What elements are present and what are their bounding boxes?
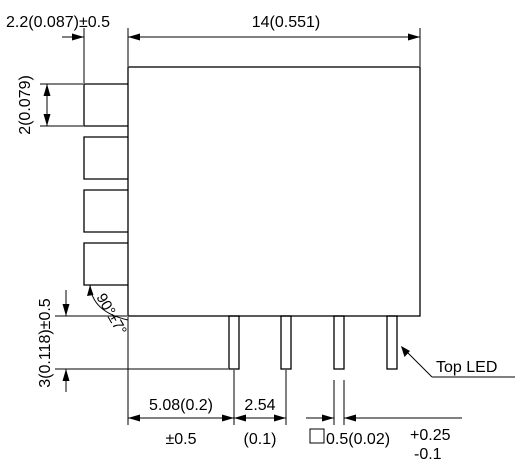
pitch-label: 2.54 xyxy=(244,397,275,414)
pitch-in-label: (0.1) xyxy=(244,431,277,448)
square-symbol xyxy=(309,428,325,444)
pin-1 xyxy=(228,315,240,370)
dim-pin-length: 3(0.118)±0.5 xyxy=(37,290,228,392)
side-pad-3 xyxy=(83,189,128,233)
pin-offset-label: 2.2(0.087)±0.5 xyxy=(6,14,110,31)
side-pad-2 xyxy=(83,136,128,180)
dim-pin-spacing: 5.08(0.2) ±0.5 xyxy=(127,317,235,448)
pin-size-tol-plus: +0.25 xyxy=(410,427,451,444)
side-pad-4 xyxy=(83,242,128,286)
top-led-callout: Top LED xyxy=(401,346,515,378)
pad-height-label: 2(0.079) xyxy=(17,75,34,135)
dim-pad-height: 2(0.079) xyxy=(17,75,83,135)
bottom-pins xyxy=(228,315,398,370)
pin-spacing-tol-label: ±0.5 xyxy=(165,431,196,448)
pin-length-label: 3(0.118)±0.5 xyxy=(37,298,54,388)
pin-size-label: 0.5(0.02) xyxy=(326,431,390,448)
angle-label: 90°±7° xyxy=(93,291,130,339)
dim-angle: 90°±7° xyxy=(87,284,130,339)
dim-pin-offset: 2.2(0.087)±0.5 xyxy=(6,14,129,83)
pin-3 xyxy=(333,315,345,370)
side-pad-1 xyxy=(83,83,128,127)
side-pads xyxy=(83,83,128,286)
pin-spacing-label: 5.08(0.2) xyxy=(149,397,213,414)
pin-size-tol-minus: -0.1 xyxy=(414,446,442,463)
dim-pin-size: 0.5(0.02) +0.25 -0.1 xyxy=(306,380,462,463)
body-width-label: 14(0.551) xyxy=(252,14,321,31)
dim-pitch: 2.54 (0.1) xyxy=(234,370,287,448)
package-body xyxy=(127,66,421,317)
pin-2 xyxy=(280,315,292,370)
pin-4 xyxy=(386,315,398,370)
dim-body-width: 14(0.551) xyxy=(127,14,421,66)
top-led-label: Top LED xyxy=(436,359,497,376)
